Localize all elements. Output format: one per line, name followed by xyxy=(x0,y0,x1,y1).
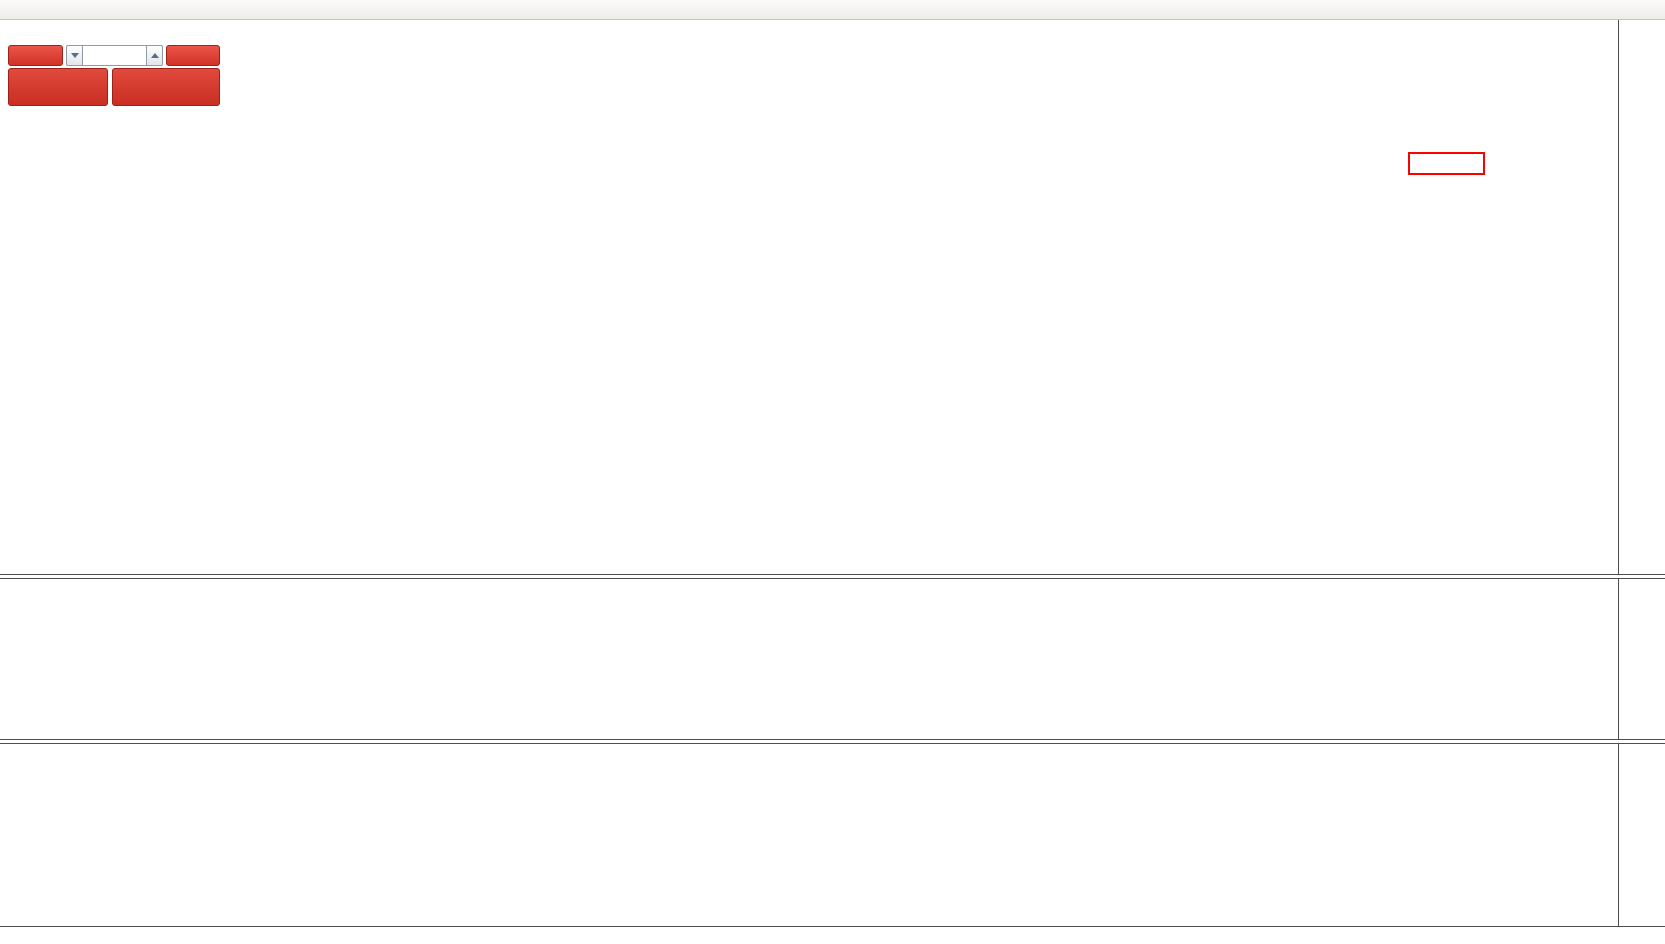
time-axis-border xyxy=(0,926,1665,927)
volume-decrease-button[interactable] xyxy=(66,45,83,66)
pane-separator[interactable] xyxy=(0,574,1665,579)
buy-price-button[interactable] xyxy=(112,68,220,106)
toolbar xyxy=(0,0,1665,20)
rsi-pane[interactable] xyxy=(0,744,1618,926)
volume-input[interactable] xyxy=(83,45,146,66)
pane-separator[interactable] xyxy=(0,739,1665,744)
chevron-up-icon xyxy=(150,53,159,58)
price-axis-border xyxy=(1618,20,1619,926)
buy-button[interactable] xyxy=(166,45,220,66)
one-click-trading-panel xyxy=(8,45,220,106)
price-level-flag[interactable] xyxy=(1408,152,1485,175)
chevron-down-icon xyxy=(70,53,79,58)
sell-price-button[interactable] xyxy=(8,68,108,106)
sell-button[interactable] xyxy=(8,45,63,66)
volume-increase-button[interactable] xyxy=(146,45,163,66)
main-chart-pane[interactable] xyxy=(0,20,1618,574)
symbol-ohlc-label xyxy=(8,25,12,39)
macd-pane[interactable] xyxy=(0,579,1618,739)
